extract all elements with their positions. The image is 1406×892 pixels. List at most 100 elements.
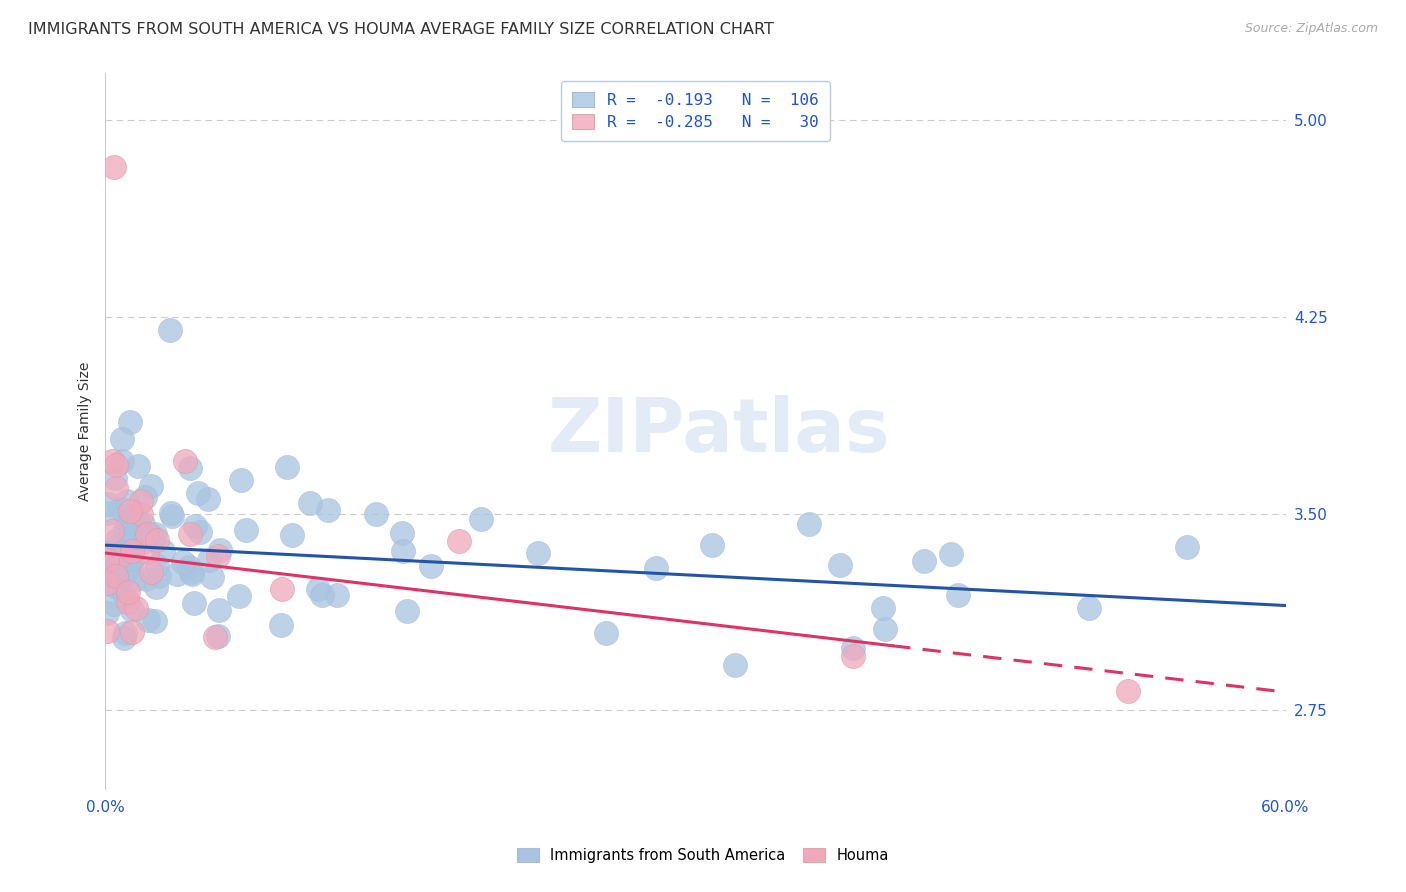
Legend: R =  -0.193   N =  106, R =  -0.285   N =   30: R = -0.193 N = 106, R = -0.285 N = 30 (561, 81, 830, 141)
Text: ZIPatlas: ZIPatlas (548, 394, 890, 467)
Point (103, 579, 125, 593)
Point (830, 558, 852, 572)
Point (114, 590, 136, 604)
Point (159, 323, 181, 337)
Point (326, 588, 349, 602)
Point (201, 570, 224, 584)
Point (145, 614, 167, 628)
Point (114, 632, 136, 646)
Point (107, 555, 129, 569)
Point (132, 516, 155, 531)
Point (121, 553, 143, 567)
Point (1077, 600, 1099, 615)
Point (872, 600, 894, 615)
Point (110, 569, 132, 583)
Point (152, 543, 174, 558)
Point (100, 560, 122, 574)
Point (105, 539, 128, 553)
Point (96, 575, 118, 590)
Point (136, 613, 159, 627)
Point (114, 625, 136, 640)
Point (208, 543, 231, 558)
Point (188, 524, 211, 539)
Point (941, 547, 963, 561)
Point (724, 657, 747, 672)
Legend: Immigrants from South America, Houma: Immigrants from South America, Houma (510, 842, 896, 869)
Point (526, 546, 548, 560)
Point (120, 552, 142, 566)
Point (207, 629, 229, 643)
Point (117, 584, 139, 599)
Point (103, 161, 125, 175)
Point (127, 458, 149, 473)
Point (159, 506, 181, 520)
Point (160, 508, 183, 523)
Point (700, 538, 723, 552)
Point (121, 602, 143, 616)
Point (179, 559, 201, 574)
Point (842, 641, 865, 656)
Point (103, 597, 125, 611)
Point (396, 604, 419, 618)
Point (181, 566, 204, 581)
Point (1175, 540, 1198, 554)
Point (172, 556, 194, 570)
Point (1116, 684, 1139, 698)
Point (115, 553, 138, 567)
Point (280, 528, 302, 542)
Point (96, 553, 118, 567)
Point (104, 471, 127, 485)
Point (117, 513, 139, 527)
Point (115, 493, 138, 508)
Point (208, 603, 231, 617)
Point (197, 552, 219, 566)
Point (121, 625, 143, 640)
Point (121, 544, 143, 558)
Point (122, 532, 145, 546)
Point (139, 479, 162, 493)
Point (143, 526, 166, 541)
Point (184, 519, 207, 533)
Point (120, 514, 142, 528)
Point (142, 531, 165, 545)
Point (97, 507, 120, 521)
Point (449, 534, 471, 549)
Point (180, 565, 202, 579)
Point (141, 565, 163, 579)
Point (316, 503, 339, 517)
Point (110, 502, 132, 516)
Point (114, 522, 136, 536)
Point (298, 496, 321, 510)
Point (148, 569, 170, 583)
Point (117, 595, 139, 609)
Point (135, 545, 157, 559)
Point (366, 507, 388, 521)
Point (111, 454, 134, 468)
Point (112, 568, 135, 582)
Point (391, 525, 413, 540)
Point (135, 572, 157, 586)
Point (595, 626, 617, 640)
Point (146, 559, 169, 574)
Point (104, 568, 127, 582)
Point (108, 549, 131, 563)
Point (135, 526, 157, 541)
Point (96, 607, 118, 621)
Point (229, 473, 252, 487)
Point (118, 504, 141, 518)
Point (914, 553, 936, 567)
Point (129, 494, 152, 508)
Point (276, 459, 298, 474)
Point (118, 415, 141, 429)
Point (101, 524, 124, 538)
Point (235, 523, 257, 537)
Point (799, 516, 821, 531)
Point (307, 582, 329, 596)
Point (645, 561, 668, 575)
Point (228, 589, 250, 603)
Point (115, 542, 138, 557)
Point (104, 458, 127, 472)
Point (96, 624, 118, 638)
Point (111, 433, 134, 447)
Y-axis label: Average Family Size: Average Family Size (79, 361, 93, 500)
